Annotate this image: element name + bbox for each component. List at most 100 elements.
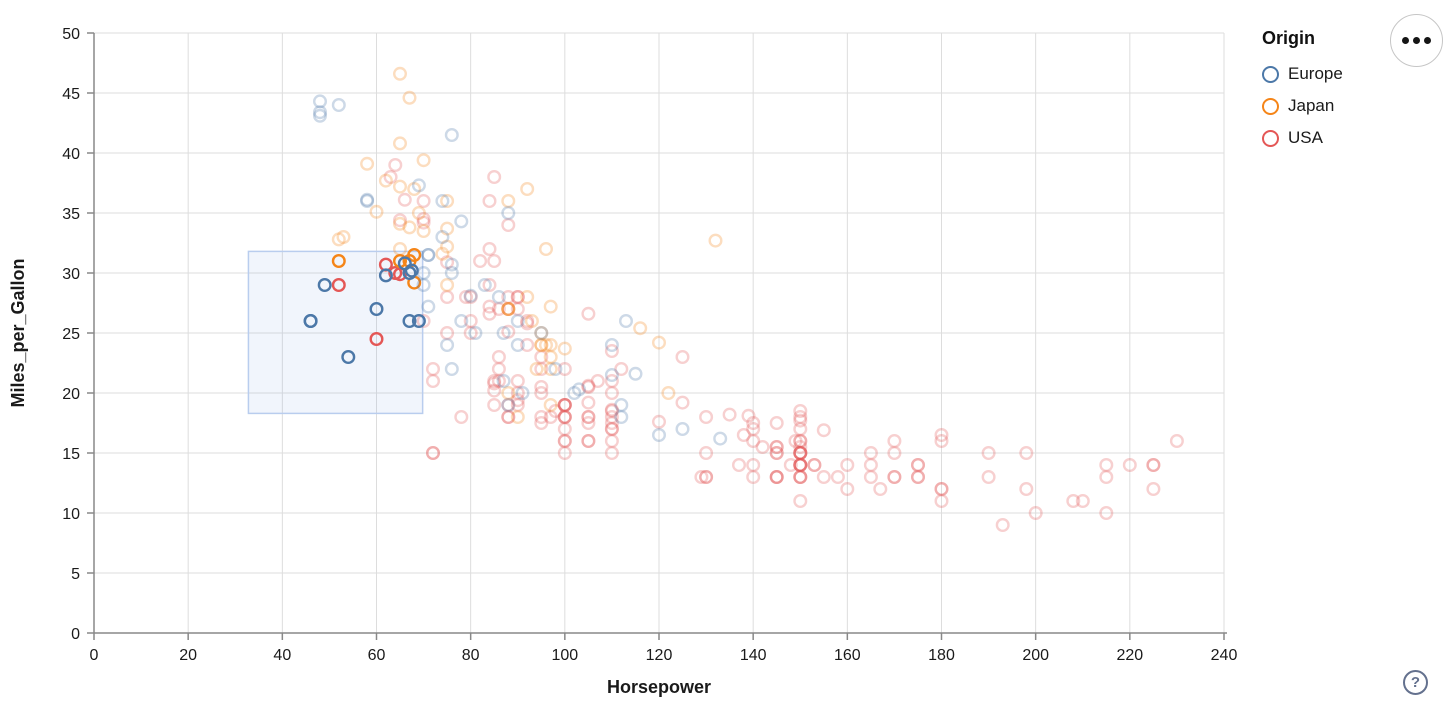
data-point[interactable]: [501, 410, 516, 425]
data-point[interactable]: [426, 446, 441, 461]
data-point[interactable]: [520, 338, 535, 353]
data-point[interactable]: [581, 395, 596, 410]
data-point[interactable]: [402, 314, 417, 329]
data-point[interactable]: [981, 470, 996, 485]
data-point[interactable]: [407, 181, 422, 196]
data-point[interactable]: [788, 434, 803, 449]
data-point[interactable]: [501, 302, 516, 317]
data-point[interactable]: [378, 268, 393, 283]
data-point[interactable]: [501, 302, 516, 317]
data-point[interactable]: [501, 302, 516, 317]
data-point[interactable]: [793, 470, 808, 485]
data-point[interactable]: [487, 398, 502, 413]
data-point[interactable]: [496, 374, 511, 389]
legend-item-usa[interactable]: USA: [1262, 122, 1343, 154]
data-point[interactable]: [604, 434, 619, 449]
data-point[interactable]: [1019, 446, 1034, 461]
data-point[interactable]: [769, 470, 784, 485]
data-point[interactable]: [934, 434, 949, 449]
data-point[interactable]: [557, 434, 572, 449]
data-point[interactable]: [524, 314, 539, 329]
data-point[interactable]: [604, 402, 619, 417]
data-point[interactable]: [510, 410, 525, 425]
data-point[interactable]: [887, 470, 902, 485]
data-point[interactable]: [360, 192, 375, 207]
data-point[interactable]: [510, 386, 525, 401]
data-point[interactable]: [614, 362, 629, 377]
data-point[interactable]: [487, 169, 502, 184]
data-point[interactable]: [440, 239, 455, 254]
data-point[interactable]: [421, 299, 436, 314]
data-point[interactable]: [491, 350, 506, 365]
data-point[interactable]: [501, 302, 516, 317]
data-point[interactable]: [557, 422, 572, 437]
data-point[interactable]: [793, 413, 808, 428]
data-point[interactable]: [581, 306, 596, 321]
data-point[interactable]: [520, 316, 535, 331]
data-point[interactable]: [793, 458, 808, 473]
data-point[interactable]: [793, 446, 808, 461]
data-point[interactable]: [746, 470, 761, 485]
data-point[interactable]: [675, 422, 690, 437]
data-point[interactable]: [510, 290, 525, 305]
data-point[interactable]: [713, 431, 728, 446]
data-point[interactable]: [614, 398, 629, 413]
data-point[interactable]: [440, 193, 455, 208]
data-point[interactable]: [911, 458, 926, 473]
data-point[interactable]: [331, 97, 346, 112]
data-point[interactable]: [840, 458, 855, 473]
data-point[interactable]: [652, 335, 667, 350]
data-point[interactable]: [435, 229, 450, 244]
data-point[interactable]: [1066, 494, 1081, 509]
data-point[interactable]: [793, 434, 808, 449]
data-point[interactable]: [491, 302, 506, 317]
data-point[interactable]: [402, 90, 417, 105]
data-point[interactable]: [567, 386, 582, 401]
data-point[interactable]: [675, 350, 690, 365]
data-point[interactable]: [543, 398, 558, 413]
data-point[interactable]: [534, 338, 549, 353]
data-point[interactable]: [793, 458, 808, 473]
data-point[interactable]: [557, 446, 572, 461]
data-point[interactable]: [604, 410, 619, 425]
data-point[interactable]: [793, 410, 808, 425]
data-point[interactable]: [557, 398, 572, 413]
data-point[interactable]: [482, 299, 497, 314]
data-point[interactable]: [807, 458, 822, 473]
data-point[interactable]: [501, 217, 516, 232]
data-point[interactable]: [699, 470, 714, 485]
data-point[interactable]: [769, 440, 784, 455]
data-point[interactable]: [755, 440, 770, 455]
data-point[interactable]: [411, 178, 426, 193]
data-point[interactable]: [934, 494, 949, 509]
data-point[interactable]: [482, 278, 497, 293]
data-point[interactable]: [360, 156, 375, 171]
data-point[interactable]: [1122, 458, 1137, 473]
data-point[interactable]: [604, 374, 619, 389]
data-point[interactable]: [694, 470, 709, 485]
data-point[interactable]: [543, 350, 558, 365]
data-point[interactable]: [675, 395, 690, 410]
data-point[interactable]: [444, 127, 459, 142]
data-point[interactable]: [397, 256, 412, 271]
data-point[interactable]: [426, 362, 441, 377]
data-point[interactable]: [746, 458, 761, 473]
data-point[interactable]: [393, 241, 408, 256]
data-point[interactable]: [995, 518, 1010, 533]
data-point[interactable]: [708, 233, 723, 248]
data-point[interactable]: [557, 410, 572, 425]
data-point[interactable]: [793, 404, 808, 419]
data-point[interactable]: [440, 326, 455, 341]
data-point[interactable]: [393, 213, 408, 228]
data-point[interactable]: [873, 482, 888, 497]
data-point[interactable]: [793, 470, 808, 485]
data-point[interactable]: [402, 220, 417, 235]
data-point[interactable]: [793, 446, 808, 461]
legend-item-europe[interactable]: Europe: [1262, 58, 1343, 90]
data-point[interactable]: [482, 193, 497, 208]
data-point[interactable]: [581, 434, 596, 449]
data-point[interactable]: [604, 422, 619, 437]
data-point[interactable]: [816, 470, 831, 485]
data-point[interactable]: [887, 446, 902, 461]
data-point[interactable]: [628, 366, 643, 381]
